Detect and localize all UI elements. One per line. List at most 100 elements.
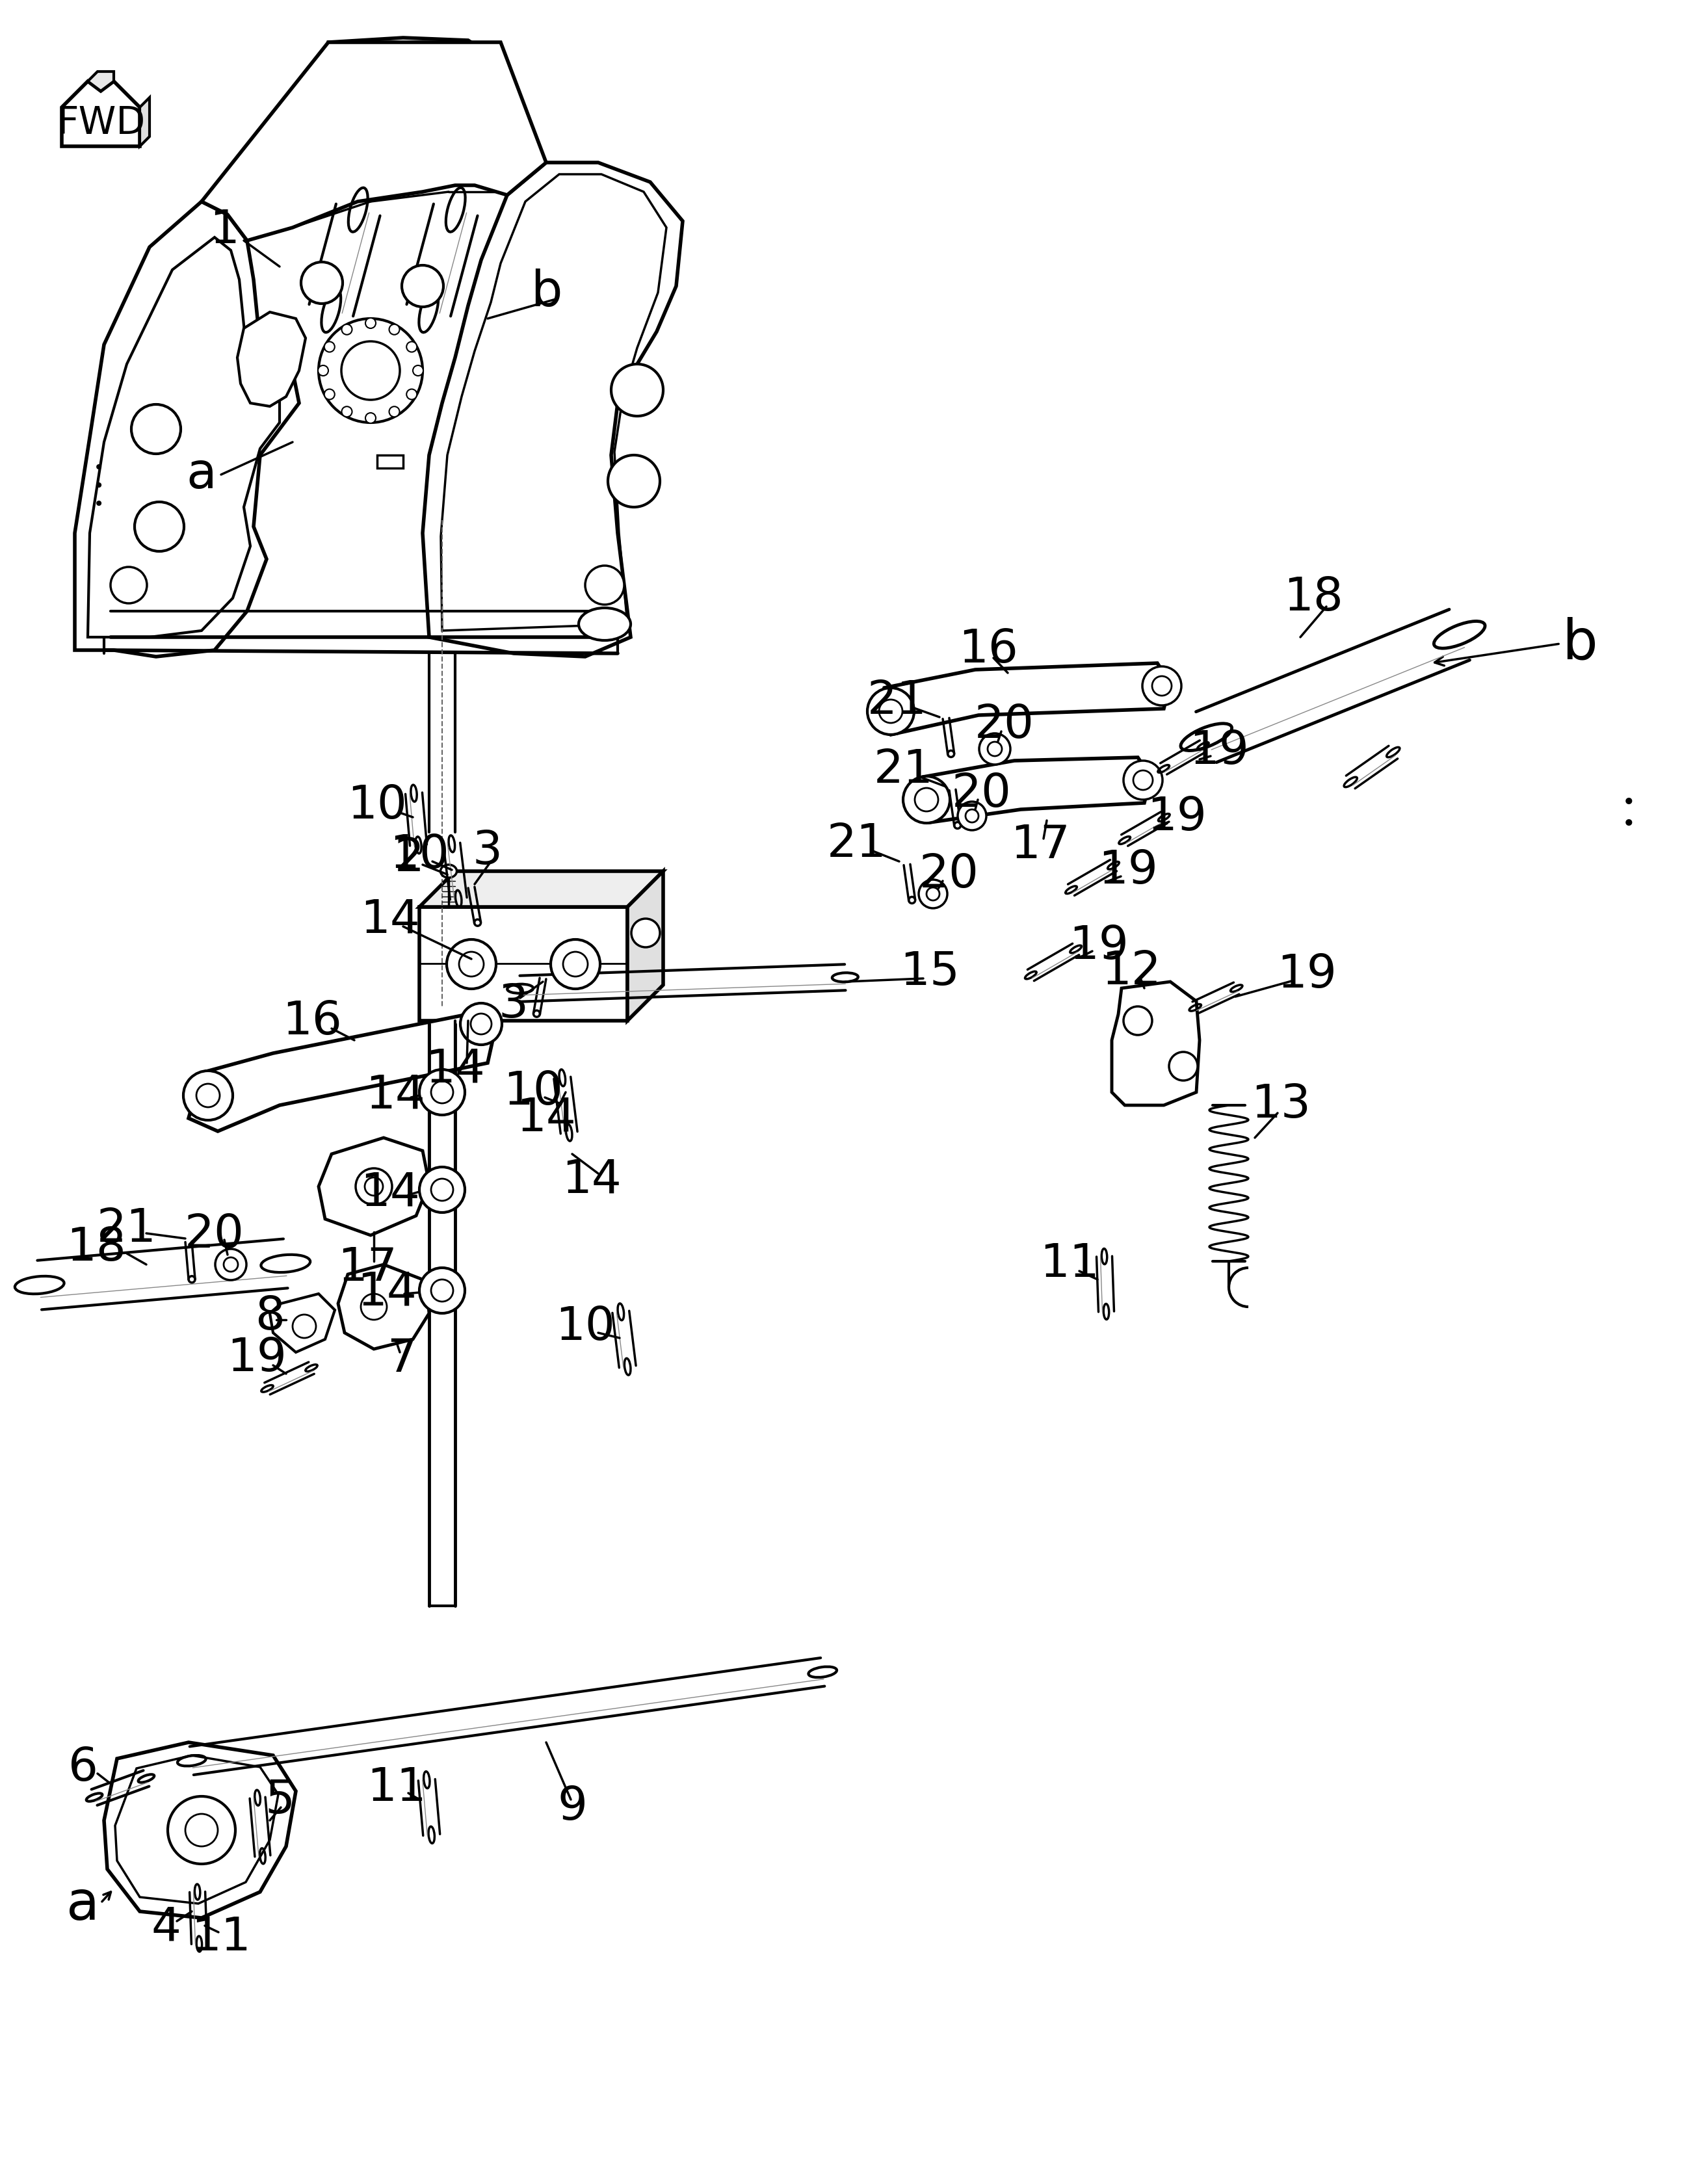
Circle shape <box>586 565 623 606</box>
Circle shape <box>1124 1006 1153 1036</box>
Circle shape <box>420 1069 465 1114</box>
Circle shape <box>1124 761 1163 800</box>
Circle shape <box>451 943 492 984</box>
Circle shape <box>389 324 400 335</box>
Circle shape <box>608 454 659 506</box>
Text: 20: 20 <box>951 772 1011 818</box>
Circle shape <box>342 407 352 417</box>
Text: 21: 21 <box>827 822 886 867</box>
Text: 19: 19 <box>1069 924 1129 969</box>
Circle shape <box>407 342 417 353</box>
Text: •: • <box>94 459 104 478</box>
Circle shape <box>868 688 914 735</box>
Text: 14: 14 <box>357 1270 417 1315</box>
Text: 14: 14 <box>562 1157 622 1203</box>
Text: 21: 21 <box>97 1207 157 1250</box>
Circle shape <box>319 318 422 422</box>
Circle shape <box>389 407 400 417</box>
Polygon shape <box>319 1138 429 1235</box>
Polygon shape <box>627 872 663 1021</box>
Polygon shape <box>188 1014 494 1131</box>
Polygon shape <box>377 454 403 467</box>
Text: •: • <box>1623 813 1635 835</box>
Text: 18: 18 <box>1283 575 1342 621</box>
Text: 14: 14 <box>425 1047 485 1092</box>
Circle shape <box>132 404 181 454</box>
Text: 20: 20 <box>975 703 1035 748</box>
Text: 14: 14 <box>366 1073 425 1118</box>
Text: •: • <box>94 478 104 495</box>
Circle shape <box>461 1004 502 1045</box>
Circle shape <box>135 502 184 552</box>
Circle shape <box>366 413 376 424</box>
Polygon shape <box>420 906 627 1021</box>
Circle shape <box>215 1248 246 1280</box>
Text: 2: 2 <box>395 835 425 880</box>
Polygon shape <box>270 1293 335 1352</box>
Text: 11: 11 <box>191 1914 251 1960</box>
Circle shape <box>111 567 147 603</box>
Text: 14: 14 <box>516 1097 576 1140</box>
Circle shape <box>355 1168 393 1205</box>
Text: 15: 15 <box>900 950 960 995</box>
Text: 19: 19 <box>1148 796 1206 839</box>
Circle shape <box>184 1815 219 1847</box>
Text: 8: 8 <box>254 1293 285 1339</box>
Text: 6: 6 <box>68 1746 97 1791</box>
Circle shape <box>407 389 417 400</box>
Text: 19: 19 <box>227 1337 287 1382</box>
Circle shape <box>420 1168 465 1213</box>
Polygon shape <box>420 872 663 906</box>
Text: FWD: FWD <box>56 106 145 143</box>
Polygon shape <box>338 1265 429 1350</box>
Text: 19: 19 <box>1278 952 1337 997</box>
Text: 14: 14 <box>360 1170 420 1216</box>
Text: b: b <box>531 268 562 316</box>
Text: 19: 19 <box>1098 848 1158 893</box>
Circle shape <box>1143 666 1182 705</box>
Polygon shape <box>325 37 500 121</box>
Circle shape <box>342 324 352 335</box>
Text: 1: 1 <box>210 208 239 253</box>
Circle shape <box>632 919 659 947</box>
Text: 7: 7 <box>388 1337 417 1382</box>
Text: 10: 10 <box>504 1071 564 1114</box>
Circle shape <box>447 939 495 988</box>
Circle shape <box>366 318 376 329</box>
Circle shape <box>904 777 950 824</box>
Polygon shape <box>874 664 1170 735</box>
Text: 17: 17 <box>338 1246 398 1289</box>
Text: 10: 10 <box>389 833 449 878</box>
Circle shape <box>555 943 596 984</box>
Text: 10: 10 <box>347 783 407 828</box>
Text: 17: 17 <box>1011 822 1071 867</box>
Circle shape <box>979 733 1011 764</box>
Circle shape <box>167 1795 236 1865</box>
Text: b: b <box>1563 616 1597 671</box>
Text: •: • <box>1623 792 1635 813</box>
Text: a: a <box>67 1880 99 1932</box>
Text: 21: 21 <box>874 748 934 794</box>
Circle shape <box>958 802 986 831</box>
Text: 14: 14 <box>360 898 420 943</box>
Text: 21: 21 <box>868 679 927 722</box>
Polygon shape <box>104 1743 295 1919</box>
Circle shape <box>325 342 335 353</box>
Circle shape <box>301 262 343 303</box>
Polygon shape <box>917 757 1151 822</box>
Text: 16: 16 <box>282 999 342 1045</box>
Text: 5: 5 <box>265 1778 294 1823</box>
Polygon shape <box>140 97 150 147</box>
Text: 16: 16 <box>958 627 1018 673</box>
Text: 18: 18 <box>67 1226 126 1270</box>
Text: 13: 13 <box>1250 1084 1310 1127</box>
Circle shape <box>325 389 335 400</box>
Polygon shape <box>87 71 114 91</box>
Polygon shape <box>422 162 683 658</box>
Polygon shape <box>61 82 140 147</box>
Ellipse shape <box>579 608 630 640</box>
Text: 10: 10 <box>555 1304 615 1350</box>
Polygon shape <box>1112 982 1199 1105</box>
Polygon shape <box>237 311 306 407</box>
Circle shape <box>292 1315 316 1339</box>
